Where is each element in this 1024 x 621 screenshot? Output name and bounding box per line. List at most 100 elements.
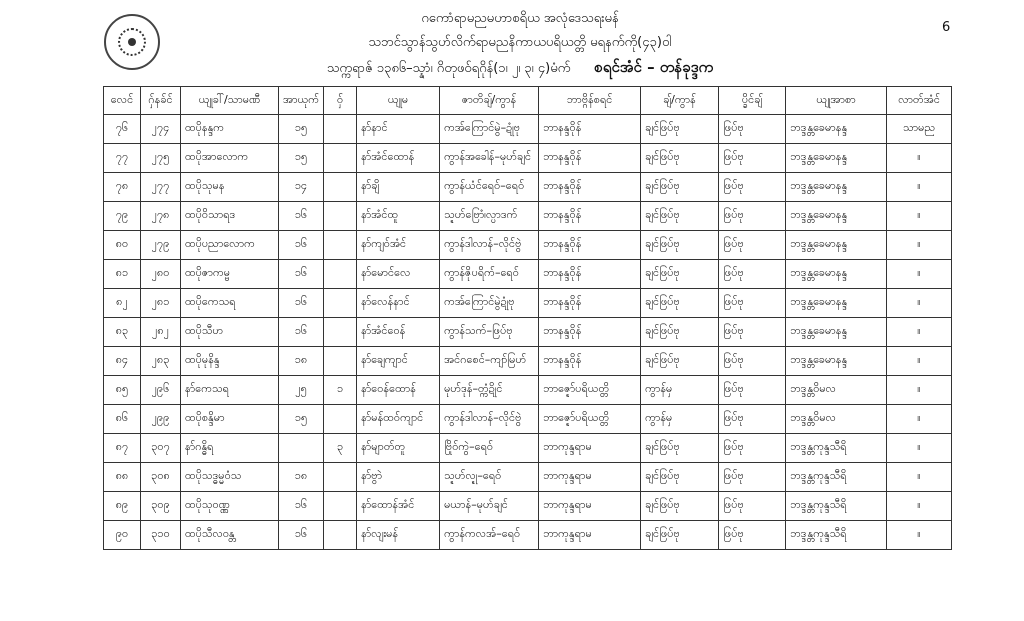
cell-result: ။ [886, 404, 953, 434]
cell-age: ၁၆ [277, 230, 325, 260]
cell-roll-no: ၂၇၄ [140, 114, 181, 144]
cell-hometown: သ္ဍဟ်လ္ဍု–ရေဝ် [439, 462, 540, 492]
table-row: ၇၉ ၂၇၈ ထပိုဝိသာရဒ ၁၆ နာ်အံင်ထူ သ္ဍဟ်ဗြောံ၊လ္ပ… [103, 201, 953, 231]
cell-father-name: နာ်ချိ [356, 172, 441, 202]
cell-teacher: ဘဒ္ဒန္တကုန္ဒသီရိ [785, 433, 888, 463]
cell-result: ။ [886, 143, 953, 173]
cell-vassa [323, 317, 358, 347]
cell-hometown: မယာန်–မုဟ်ချင် [439, 491, 540, 521]
cell-state: ဖြပ်ဗု [718, 114, 787, 144]
cell-monk-name: ထပိုဇာကမ္ဗ [180, 259, 279, 289]
table-row: ၉၀ ၃၁၀ ထပိုသီလဝန္တ ၁၆ နာ်လျးမန် ကွာန်ကလအ်–ရေဝ… [103, 520, 953, 550]
cell-monk-name: ထပိုနန္ဒက [180, 114, 279, 144]
cell-vassa [323, 462, 358, 492]
cell-school: ဘာနန္ဒဝိုန် [538, 114, 642, 144]
cell-hometown: ကွာန်သက်–ဖြပ်ဗု [439, 317, 540, 347]
cell-roll-no: ၂၉၉ [140, 404, 181, 434]
cell-vassa: ၃ [323, 433, 358, 463]
cell-township: ချင်ဖြပ်ဗု [640, 491, 720, 521]
cell-hometown: ကွာန်ကလအ်–ရေဝ် [439, 520, 540, 550]
cell-school: ဘာကုန္ဒရာမ [538, 491, 642, 521]
cell-school: ဘာနန္ဒဝိုန် [538, 288, 642, 318]
table-row: ၈၉ ၃၀၉ ထပိုသုဝဏ္ဏ ၁၆ နာ်ထောန်အံင် မယာန်–မုဟ်ခ… [103, 491, 953, 521]
cell-father-name: နာ်အံင်ထူ [356, 201, 441, 231]
table-row: ၈၇ ၃၀၇ နာ်ဂန္ဓိရ၃နာ်မျာတ်တူ ဗြိုဝ်ကွဲ–ရေဝ်ဘ… [103, 433, 953, 463]
cell-roll-no: ၂၇၈ [140, 201, 181, 231]
cell-township: ကွာန်မှ [640, 404, 720, 434]
cell-monk-name: ထပိုသုဝဏ္ဏ [180, 491, 279, 521]
cell-hometown: ကွာန်ဇိုပရိက်–ရေဝ် [439, 259, 540, 289]
cell-result: ။ [886, 491, 953, 521]
cell-state: ဖြပ်ဗု [718, 375, 787, 405]
cell-state: ဖြပ်ဗု [718, 404, 787, 434]
cell-monk-name: ထပိုမုနိန္ဒ [180, 346, 279, 376]
cell-father-name: နာ်မောင်လေ [356, 259, 441, 289]
cell-serial-no: ၈၇ [103, 433, 141, 463]
table-row: ၈၀ ၂၇၉ ထပိုပညာလောက ၁၆ နာ်ကျဝ်အံင် ကွာန်ဒါလာန်… [103, 230, 953, 260]
cell-result: ။ [886, 230, 953, 260]
cell-school: ဘာနန္ဒဝိုန် [538, 317, 642, 347]
cell-age: ၁၆ [277, 317, 325, 347]
table-row: ၇၈ ၂၇၇ ထပိုသုမန ၁၄ နာ်ချိ ကွာန်ယံင်ရေဝ်–ရေဝ်ဘ… [103, 172, 953, 202]
cell-state: ဖြပ်ဗု [718, 172, 787, 202]
cell-school: ဘာနန္ဒဝိုန် [538, 143, 642, 173]
exam-date: သက္ကရာဇ် ၁၃၈၆–သ္နာံ၊ ဂိတုဖဝ်ရဂိုန်(၁၊ ၂၊… [326, 61, 571, 76]
results-table: လေင် ဂှ်နခ်င် ယျုခါ်/သာမဏီ အာယုက် ဝှ် ယျုမ ဇာတ… [103, 86, 953, 550]
cell-hometown: ကအ်ကြောင်မွဲ–ဍုံဗု [439, 114, 540, 144]
cell-roll-no: ၂၈၂ [140, 317, 181, 347]
cell-state: ဖြပ်ဗု [718, 491, 787, 521]
cell-roll-no: ၂၈၀ [140, 259, 181, 289]
cell-serial-no: ၈၆ [103, 404, 141, 434]
cell-monk-name: ထပိုသီဟ [180, 317, 279, 347]
cell-monk-name: ထပိုသုမန [180, 172, 279, 202]
cell-monk-name: နာ်ကေသရ [180, 375, 279, 405]
cell-serial-no: ၇၉ [103, 201, 141, 231]
cell-serial-no: ၈၅ [103, 375, 141, 405]
cell-teacher: ဘဒ္ဒန္တကုန္ဒသီရိ [785, 491, 888, 521]
cell-serial-no: ၉၀ [103, 520, 141, 550]
cell-result: ။ [886, 317, 953, 347]
cell-township: ကွာန်မှ [640, 375, 720, 405]
cell-age: ၁၈ [277, 346, 325, 376]
cell-state: ဖြပ်ဗု [718, 288, 787, 318]
cell-state: ဖြပ်ဗု [718, 520, 787, 550]
cell-father-name: နာ်မျာတ်တူ [356, 433, 441, 463]
cell-roll-no: ၂၇၉ [140, 230, 181, 260]
cell-vassa [323, 230, 358, 260]
table-row: ၈၅ ၂၉၆ နာ်ကေသရ ၂၅၁နာ်ဝေန်ထောန် မုဟ်ဒုန်–တ္ကံ… [103, 375, 953, 405]
organization-seal-logo [104, 14, 160, 70]
cell-school: ဘာနန္ဒဝိုန် [538, 201, 642, 231]
cell-hometown: ကအ်ကြောင်မွဲဍုံဗု [439, 288, 540, 318]
cell-serial-no: ၈၀ [103, 230, 141, 260]
cell-school: ဘာဇ္ဍော်ပရိယတ္တိ [538, 375, 642, 405]
table-row: ၈၃ ၂၈၂ ထပိုသီဟ ၁၆ နာ်အံင်ဝေန် ကွာန်သက်–ဖြပ်ဗု… [103, 317, 953, 347]
cell-age: ၁၆ [277, 491, 325, 521]
cell-township: ချင်ဖြပ်ဗု [640, 172, 720, 202]
cell-school: ဘာနန္ဒဝိုန် [538, 259, 642, 289]
exam-title: သဘင်သွာန်သွဟ်လိက်ရာမညနိကာယပရိယတ္တိ မရနက်… [368, 35, 672, 50]
cell-monk-name: ထပိုကေသရ [180, 288, 279, 318]
column-header-school: ဘာဗ္ဂိန်စရင် [538, 86, 642, 115]
column-header-teacher: ယျုအာစာ [785, 86, 888, 115]
cell-vassa: ၁ [323, 375, 358, 405]
cell-hometown: ကွာန်ဒါလာန်–လိုင်ဗွဲ [439, 230, 540, 260]
cell-teacher: ဘဒ္ဒန္တခေမာနန္ဒ [785, 259, 888, 289]
cell-school: ဘာဇ္ဍော်ပရိယတ္တိ [538, 404, 642, 434]
cell-age: ၁၅ [277, 143, 325, 173]
cell-hometown: မုဟ်ဒုန်–တ္ကံဍိုင် [439, 375, 540, 405]
cell-monk-name: ထပိုသီလဝန္တ [180, 520, 279, 550]
cell-township: ချင်ဖြပ်ဗု [640, 346, 720, 376]
column-header-hometown: ဇာတိချ်/ကွာန် [439, 86, 540, 115]
cell-roll-no: ၂၇၇ [140, 172, 181, 202]
cell-monk-name: ထပိုသဒ္ဓမ္မဝံသ [180, 462, 279, 492]
cell-roll-no: ၃၀၉ [140, 491, 181, 521]
org-title: ဂကောံရာမညမဟာစရိယ အလုံဒေသရးမန် [421, 11, 619, 26]
cell-roll-no: ၃၀၇ [140, 433, 181, 463]
cell-age: ၁၆ [277, 288, 325, 318]
cell-result: ။ [886, 375, 953, 405]
cell-result: ။ [886, 433, 953, 463]
cell-father-name: နာ်ချေကျာင် [356, 346, 441, 376]
cell-township: ချင်ဖြပ်ဗု [640, 433, 720, 463]
table-row: ၈၄ ၂၈၃ ထပိုမုနိန္ဒ ၁၈ နာ်ချေကျာင် အင်ဂစေင်–ကျ… [103, 346, 953, 376]
cell-state: ဖြပ်ဗု [718, 433, 787, 463]
